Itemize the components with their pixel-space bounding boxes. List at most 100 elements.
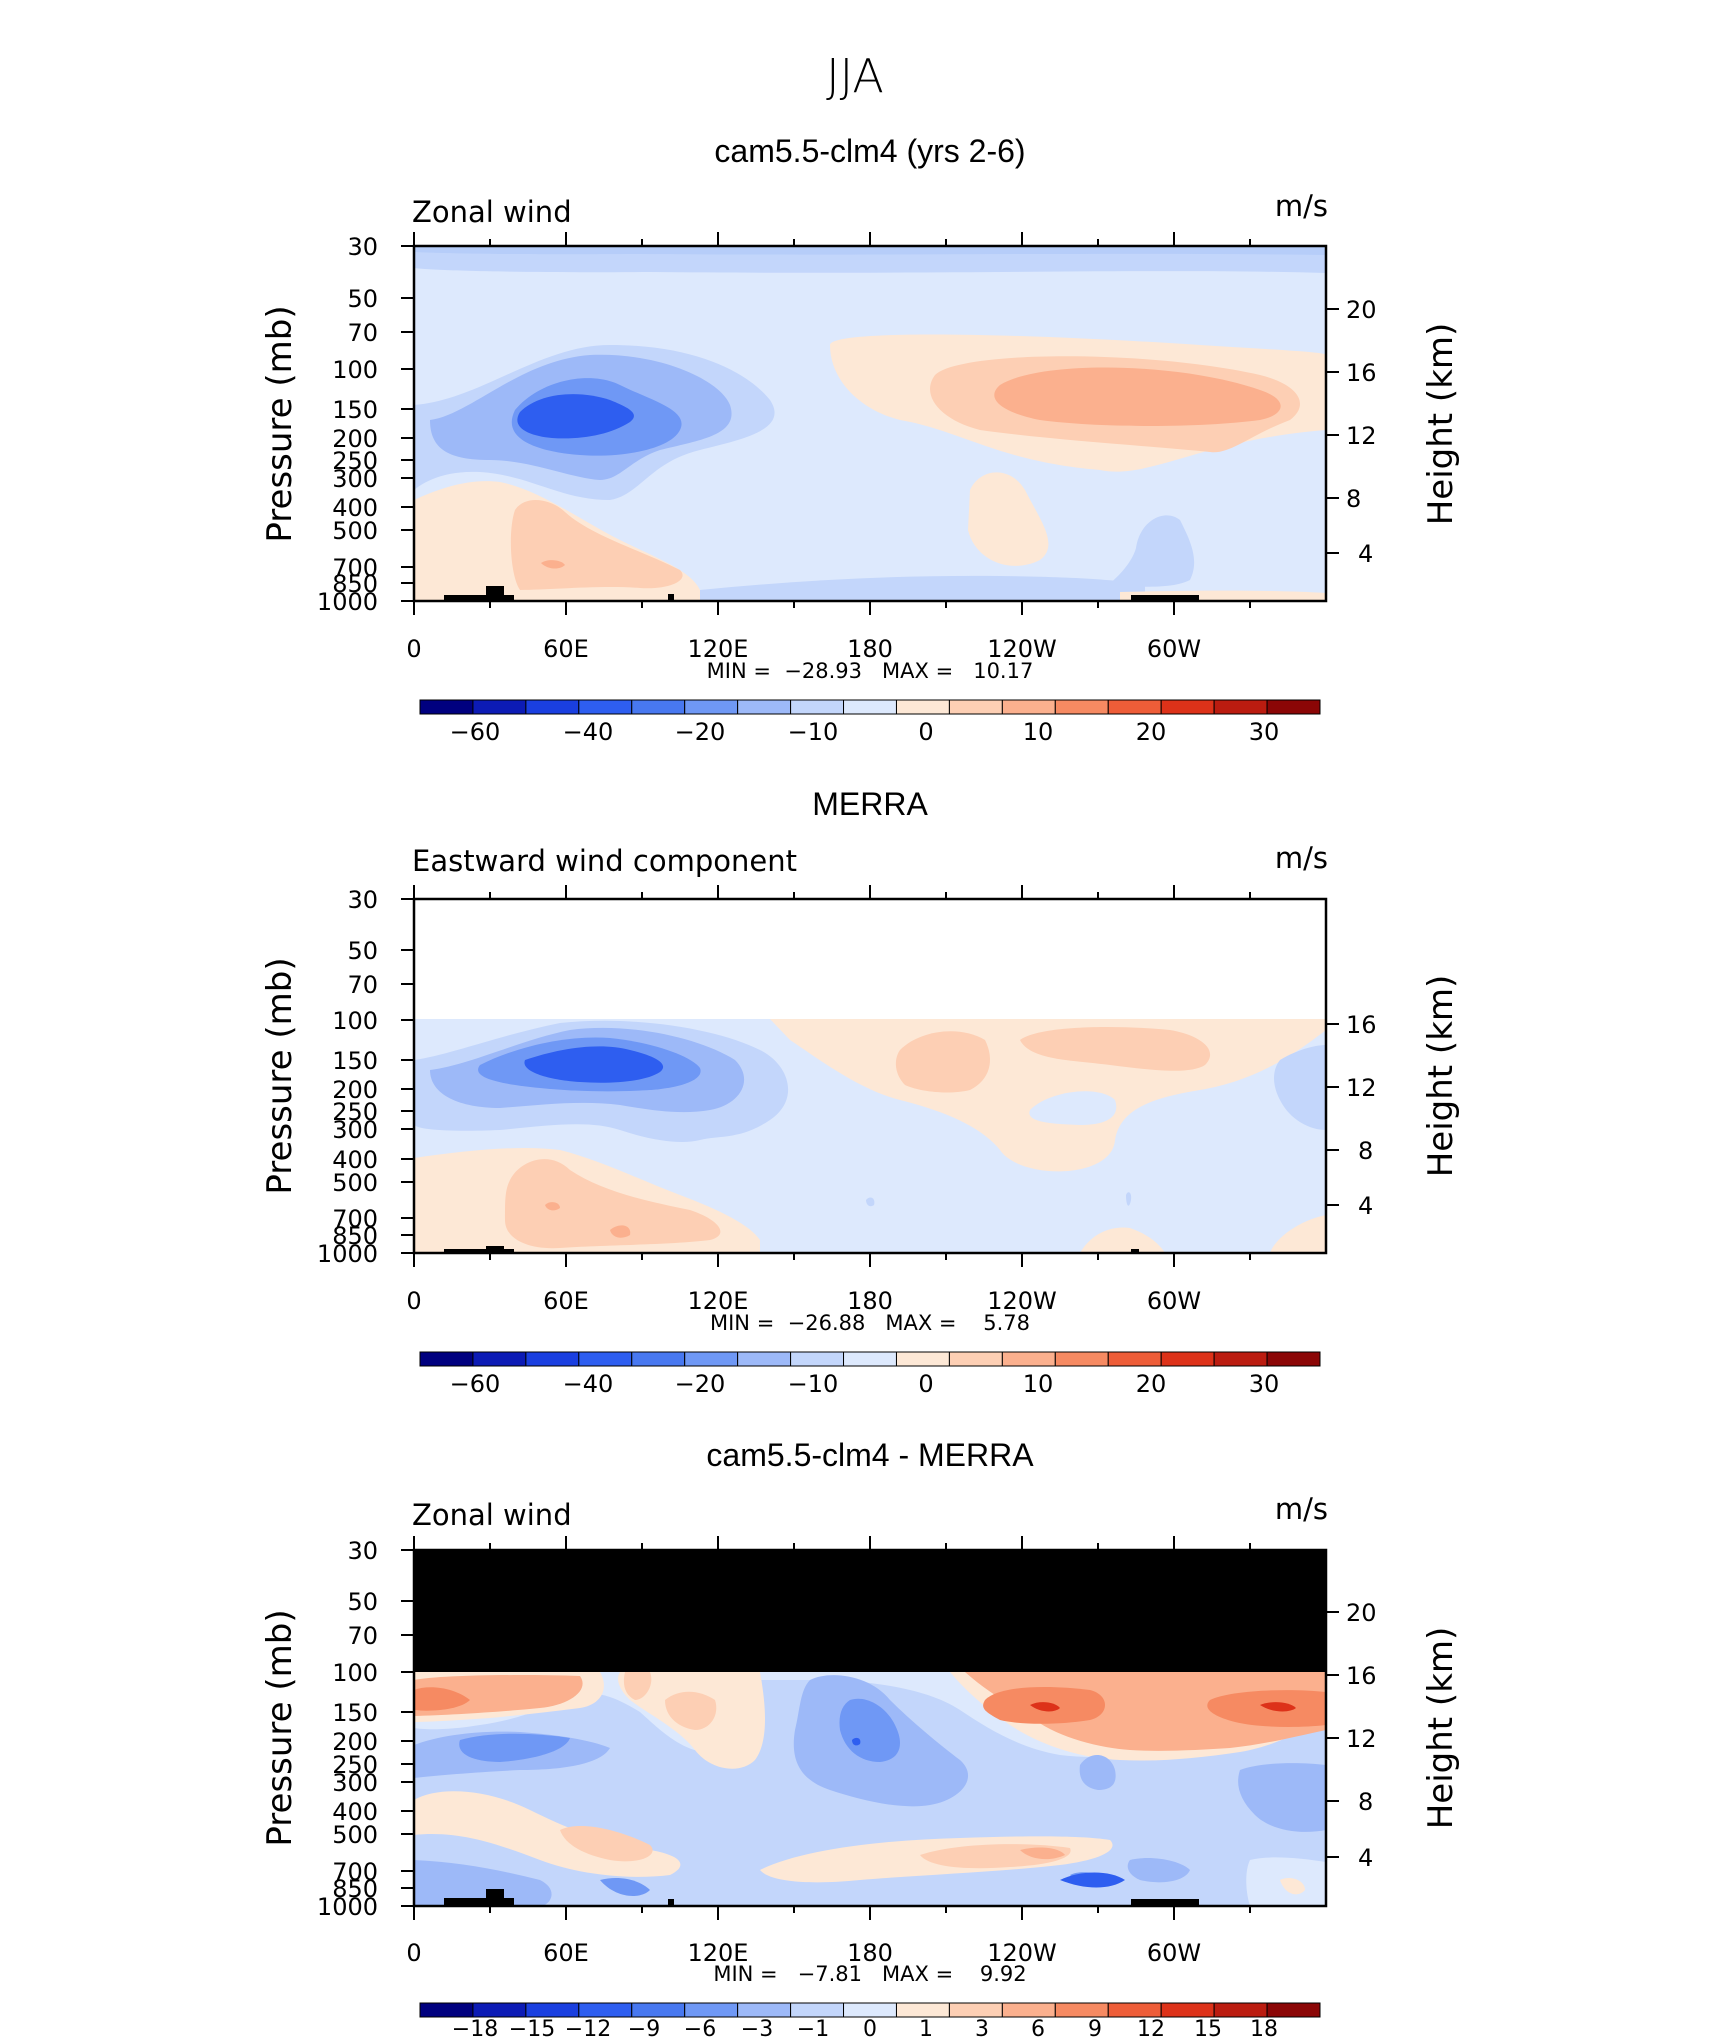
y-axis-pressure (401, 245, 414, 602)
colorbar-swatch (684, 699, 739, 715)
colorbar-swatch (1160, 699, 1215, 715)
colorbar-swatch (684, 1351, 739, 1367)
y-tick-label: 300 (332, 1769, 378, 1797)
x-tick-label: 180 (847, 1287, 893, 1315)
y2-tick-label: 16 (1346, 1011, 1377, 1039)
y2-tick-label: 8 (1358, 1788, 1373, 1816)
colorbar-label: 3 (975, 2017, 989, 2038)
colorbar-labels: −18 −15 −12 −9 −6 −3 −1 0 1 3 6 9 12 15 … (452, 2017, 1278, 2038)
x-tick-label: 60W (1147, 635, 1201, 663)
panel-2: MERRA Eastward wind component m/s (260, 786, 1461, 1398)
panel-title: cam5.5-clm4 - MERRA (706, 1437, 1034, 1473)
y2-axis-label: Height (km) (1421, 1627, 1461, 1830)
missing-data-region (414, 1550, 1326, 1672)
y-tick-label: 400 (332, 1146, 378, 1174)
colorbar-swatch (948, 2002, 1003, 2018)
colorbar-label: −40 (563, 718, 614, 746)
y-tick-label: 50 (347, 937, 378, 965)
units-label: m/s (1275, 189, 1328, 223)
colorbar-label: 1 (919, 2017, 933, 2038)
units-label: m/s (1275, 841, 1328, 875)
y2-tick-label: 20 (1346, 1599, 1377, 1627)
x-tick-label: 60E (543, 1939, 589, 1967)
colorbar-swatch (737, 1351, 792, 1367)
y-tick-label: 70 (347, 319, 378, 347)
colorbar-swatch (631, 699, 686, 715)
colorbar-label: −10 (788, 718, 839, 746)
y-tick-labels: 30 50 70 100 150 200 250 300 400 500 700… (317, 886, 378, 1268)
y2-axis-height (1326, 1611, 1339, 1858)
colorbar-swatch (1160, 2002, 1215, 2018)
y-tick-label: 200 (332, 425, 378, 453)
colorbar-label: 0 (918, 1370, 933, 1398)
x-tick-label: 0 (406, 1939, 421, 1967)
min-max-stats: MIN = −28.93 MAX = 10.17 (707, 659, 1034, 683)
colorbar-label: −40 (563, 1370, 614, 1398)
y-tick-label: 150 (332, 1699, 378, 1727)
colorbar-swatch (843, 699, 897, 715)
colorbar-swatch (1054, 699, 1109, 715)
colorbar-swatch (895, 1351, 950, 1367)
y-tick-label: 700 (332, 1205, 378, 1233)
colorbar-label: 15 (1194, 2017, 1222, 2038)
y2-tick-labels: 20 16 12 8 4 (1346, 1599, 1377, 1872)
colorbar-swatch (790, 1351, 845, 1367)
y-tick-label: 850 (332, 1222, 378, 1250)
x-axis (413, 1536, 1251, 1920)
colorbar (419, 699, 1321, 715)
y-tick-label: 250 (332, 1751, 378, 1779)
y-tick-label: 700 (332, 1858, 378, 1886)
colorbar-swatch (525, 2002, 580, 2018)
colorbar-swatch (684, 2002, 739, 2018)
colorbar-label: −60 (450, 718, 501, 746)
x-tick-labels: 0 60E 120E 180 120W 60W (406, 1939, 1201, 1967)
colorbar-swatch (843, 2002, 897, 2018)
colorbar-swatch (1054, 1351, 1109, 1367)
x-tick-label: 180 (847, 635, 893, 663)
colorbar-swatch (1266, 699, 1321, 715)
colorbar-label: −9 (628, 2017, 660, 2038)
x-tick-labels: 0 60E 120E 180 120W 60W (406, 635, 1201, 663)
y-tick-label: 70 (347, 971, 378, 999)
x-tick-label: 60E (543, 1287, 589, 1315)
y-tick-label: 100 (332, 1007, 378, 1035)
colorbar-labels: −60 −40 −20 −10 0 10 20 30 (450, 1370, 1280, 1398)
min-max-stats: MIN = −26.88 MAX = 5.78 (710, 1311, 1030, 1335)
x-tick-label: 60W (1147, 1287, 1201, 1315)
y2-tick-label: 8 (1346, 485, 1361, 513)
colorbar-label: 18 (1250, 2017, 1278, 2038)
topography (444, 1246, 1139, 1253)
x-tick-label: 120W (987, 635, 1057, 663)
y-tick-label: 850 (332, 570, 378, 598)
y2-tick-label: 20 (1346, 296, 1377, 324)
colorbar-swatch (1107, 699, 1162, 715)
colorbar-swatch (1213, 2002, 1268, 2018)
colorbar-label: −10 (788, 1370, 839, 1398)
colorbar-swatch (895, 699, 950, 715)
x-tick-label: 120W (987, 1939, 1057, 1967)
figure-title: JJA (826, 49, 884, 103)
units-label: m/s (1275, 1492, 1328, 1526)
x-tick-label: 60W (1147, 1939, 1201, 1967)
x-axis (413, 232, 1251, 615)
y-tick-label: 850 (332, 1875, 378, 1903)
panel-title: MERRA (812, 786, 928, 822)
colorbar-label: −20 (675, 718, 726, 746)
colorbar-swatch (472, 1351, 527, 1367)
y-tick-label: 400 (332, 1798, 378, 1826)
y2-tick-label: 8 (1358, 1137, 1373, 1165)
y-axis-pressure (401, 1549, 414, 1907)
y-tick-label: 70 (347, 1622, 378, 1650)
y-tick-label: 250 (332, 447, 378, 475)
colorbar-swatch (472, 2002, 527, 2018)
colorbar (419, 2002, 1321, 2018)
colorbar-swatch (1213, 1351, 1268, 1367)
colorbar-swatch (578, 2002, 633, 2018)
y-axis-label: Pressure (mb) (260, 1609, 300, 1846)
colorbar-swatch (1266, 1351, 1321, 1367)
colorbar-swatch (419, 1351, 474, 1367)
colorbar-swatch (1107, 2002, 1162, 2018)
colorbar-label: 12 (1137, 2017, 1165, 2038)
y2-tick-label: 4 (1358, 1844, 1373, 1872)
